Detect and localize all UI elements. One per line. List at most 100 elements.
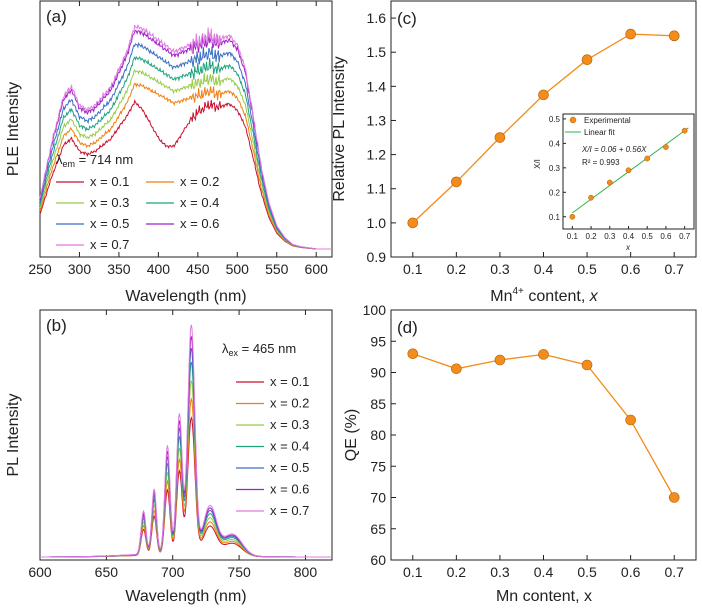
panel-c-series-line	[412, 33, 675, 224]
inset-point	[681, 127, 688, 134]
panel-b-annotation: λex = 465 nm	[222, 341, 296, 358]
panel-c-ytick-label: 1.2	[367, 147, 387, 163]
panel-a: (a) PLE Intensity Wavelength (nm) 250 300…	[5, 0, 333, 305]
panel-d-xtick-label: 0.3	[490, 564, 510, 580]
panel-d-xlabel: Mn content, x	[496, 588, 592, 605]
panel-d-ytick-label: 95	[370, 333, 386, 349]
inset-legend-marker-experimental	[569, 116, 577, 124]
panel-a-xtick-label: 600	[305, 261, 329, 277]
panel-a-series-7	[39, 24, 332, 250]
panel-b-xtick-label: 650	[95, 564, 119, 580]
panel-c-frame	[390, 0, 697, 258]
legend-label-b4: x = 0.4	[270, 439, 309, 454]
panel-b-xtick-label: 700	[161, 564, 185, 580]
panel-d-label: (d)	[397, 318, 418, 337]
inset-ytick-label: 0.2	[549, 188, 561, 197]
legend-label-a3: x = 0.3	[90, 195, 129, 210]
panel-d-xtick-label: 0.2	[447, 564, 467, 580]
panel-c-point	[668, 30, 680, 42]
inset-xtick-label: 0.7	[679, 232, 691, 241]
legend-label-b7: x = 0.7	[270, 503, 309, 518]
inset-ytick-label: 0.3	[549, 164, 561, 173]
panel-c-xtick-label: 0.3	[490, 261, 510, 277]
inset-xtick-label: 0.3	[604, 232, 616, 241]
panel-d-point	[451, 363, 462, 375]
panel-d-point	[494, 354, 506, 366]
legend-label-a1: x = 0.1	[90, 174, 129, 189]
panel-c-point	[625, 28, 636, 40]
panel-b: (b) PL Intensity Wavelength (nm) 600 650 7…	[5, 309, 333, 605]
panel-d-xtick-label: 0.6	[621, 564, 641, 580]
panel-c-xtick-label: 0.5	[577, 261, 597, 277]
inset-xtick-label: 0.2	[586, 232, 598, 241]
panel-d-ytick-label: 65	[370, 521, 386, 537]
panel-b-frame	[39, 309, 333, 561]
panel-c-ytick-label: 1.4	[367, 78, 387, 94]
panel-a-xtick-label: 450	[186, 261, 210, 277]
panel-b-xtick-label: 800	[294, 564, 318, 580]
inset-ytick-label: 0.5	[549, 115, 561, 124]
panel-d-point	[581, 359, 593, 371]
inset-xtick-label: 0.6	[660, 232, 672, 241]
legend-label-a6: x = 0.6	[180, 216, 219, 231]
inset-point	[625, 167, 632, 174]
inset-xtick-label: 0.4	[623, 232, 635, 241]
legend-label-b5: x = 0.5	[270, 460, 309, 475]
panel-d-point	[407, 348, 419, 360]
inset-point	[644, 155, 651, 162]
legend-label-a4: x = 0.4	[180, 195, 219, 210]
legend-label-b3: x = 0.3	[270, 417, 309, 432]
inset-ytick-label: 0.1	[549, 213, 561, 222]
panel-d-point	[668, 492, 680, 503]
panel-c-xtick-label: 0.2	[447, 261, 467, 277]
panel-a-xtick-label: 550	[265, 261, 289, 277]
inset-xtick-label: 0.5	[642, 232, 654, 241]
panel-a-series-2	[39, 82, 332, 250]
panel-d-ylabel: QE (%)	[343, 409, 360, 461]
panel-a-xtick-label: 500	[226, 261, 250, 277]
panel-c-xlabel: Mn4+ content, x	[490, 286, 598, 305]
panel-b-series-7	[40, 324, 332, 558]
panel-a-ylabel: PLE Intensity	[5, 82, 22, 176]
panel-c-ytick-label: 1.0	[367, 215, 387, 231]
panel-d-frame	[390, 309, 697, 561]
panel-d-xtick-label: 0.4	[534, 564, 554, 580]
panel-d-ytick-label: 90	[370, 365, 386, 381]
panel-d: (d) QE (%) Mn content, x 0.1 0.2 0.3 0.4 0.5…	[343, 302, 697, 605]
inset-legend-experimental: Experimental	[584, 116, 631, 125]
legend-label-b1: x = 0.1	[270, 374, 309, 389]
panel-c-point	[451, 176, 462, 188]
panel-a-frame	[39, 0, 333, 258]
panel-c-xtick-label: 0.1	[403, 261, 423, 277]
panel-d-xtick-label: 0.7	[664, 564, 684, 580]
panel-c-xtick-label: 0.6	[621, 261, 641, 277]
panel-d-ytick-label: 60	[370, 552, 386, 568]
panel-c: (c) Relative PL Intensity Mn4+ content, …	[331, 0, 697, 305]
panel-b-ylabel: PL Intensity	[5, 393, 22, 476]
inset-point	[663, 144, 669, 150]
panel-c-label: (c)	[397, 9, 417, 28]
panel-a-series-3	[39, 68, 332, 250]
panel-c-ylabel: Relative PL Intensity	[331, 56, 348, 201]
panel-c-ytick-label: 0.9	[367, 249, 387, 265]
panel-a-xlabel: Wavelength (nm)	[125, 288, 246, 305]
legend-label-a7: x = 0.7	[90, 237, 129, 252]
inset-point	[569, 213, 576, 220]
inset-r2: R² = 0.993	[582, 158, 620, 167]
inset-xtick-label: 0.1	[567, 232, 579, 241]
legend-label-b6: x = 0.6	[270, 482, 309, 497]
panel-a-annotation: λem = 714 nm	[56, 152, 133, 169]
panel-a-series-1	[39, 99, 332, 250]
inset-xlabel: x	[625, 243, 631, 252]
panel-a-xtick-label: 350	[107, 261, 131, 277]
panel-d-ytick-label: 80	[370, 427, 386, 443]
legend-label-b2: x = 0.2	[270, 396, 309, 411]
panel-c-xtick-label: 0.4	[534, 261, 554, 277]
legend-label-a2: x = 0.2	[180, 174, 219, 189]
panel-d-series-line	[412, 353, 675, 498]
panel-c-point	[538, 89, 549, 101]
panel-c-point	[581, 54, 593, 66]
panel-b-xtick-label: 600	[28, 564, 52, 580]
panel-a-xtick-label: 250	[28, 261, 52, 277]
inset-point	[606, 179, 613, 186]
